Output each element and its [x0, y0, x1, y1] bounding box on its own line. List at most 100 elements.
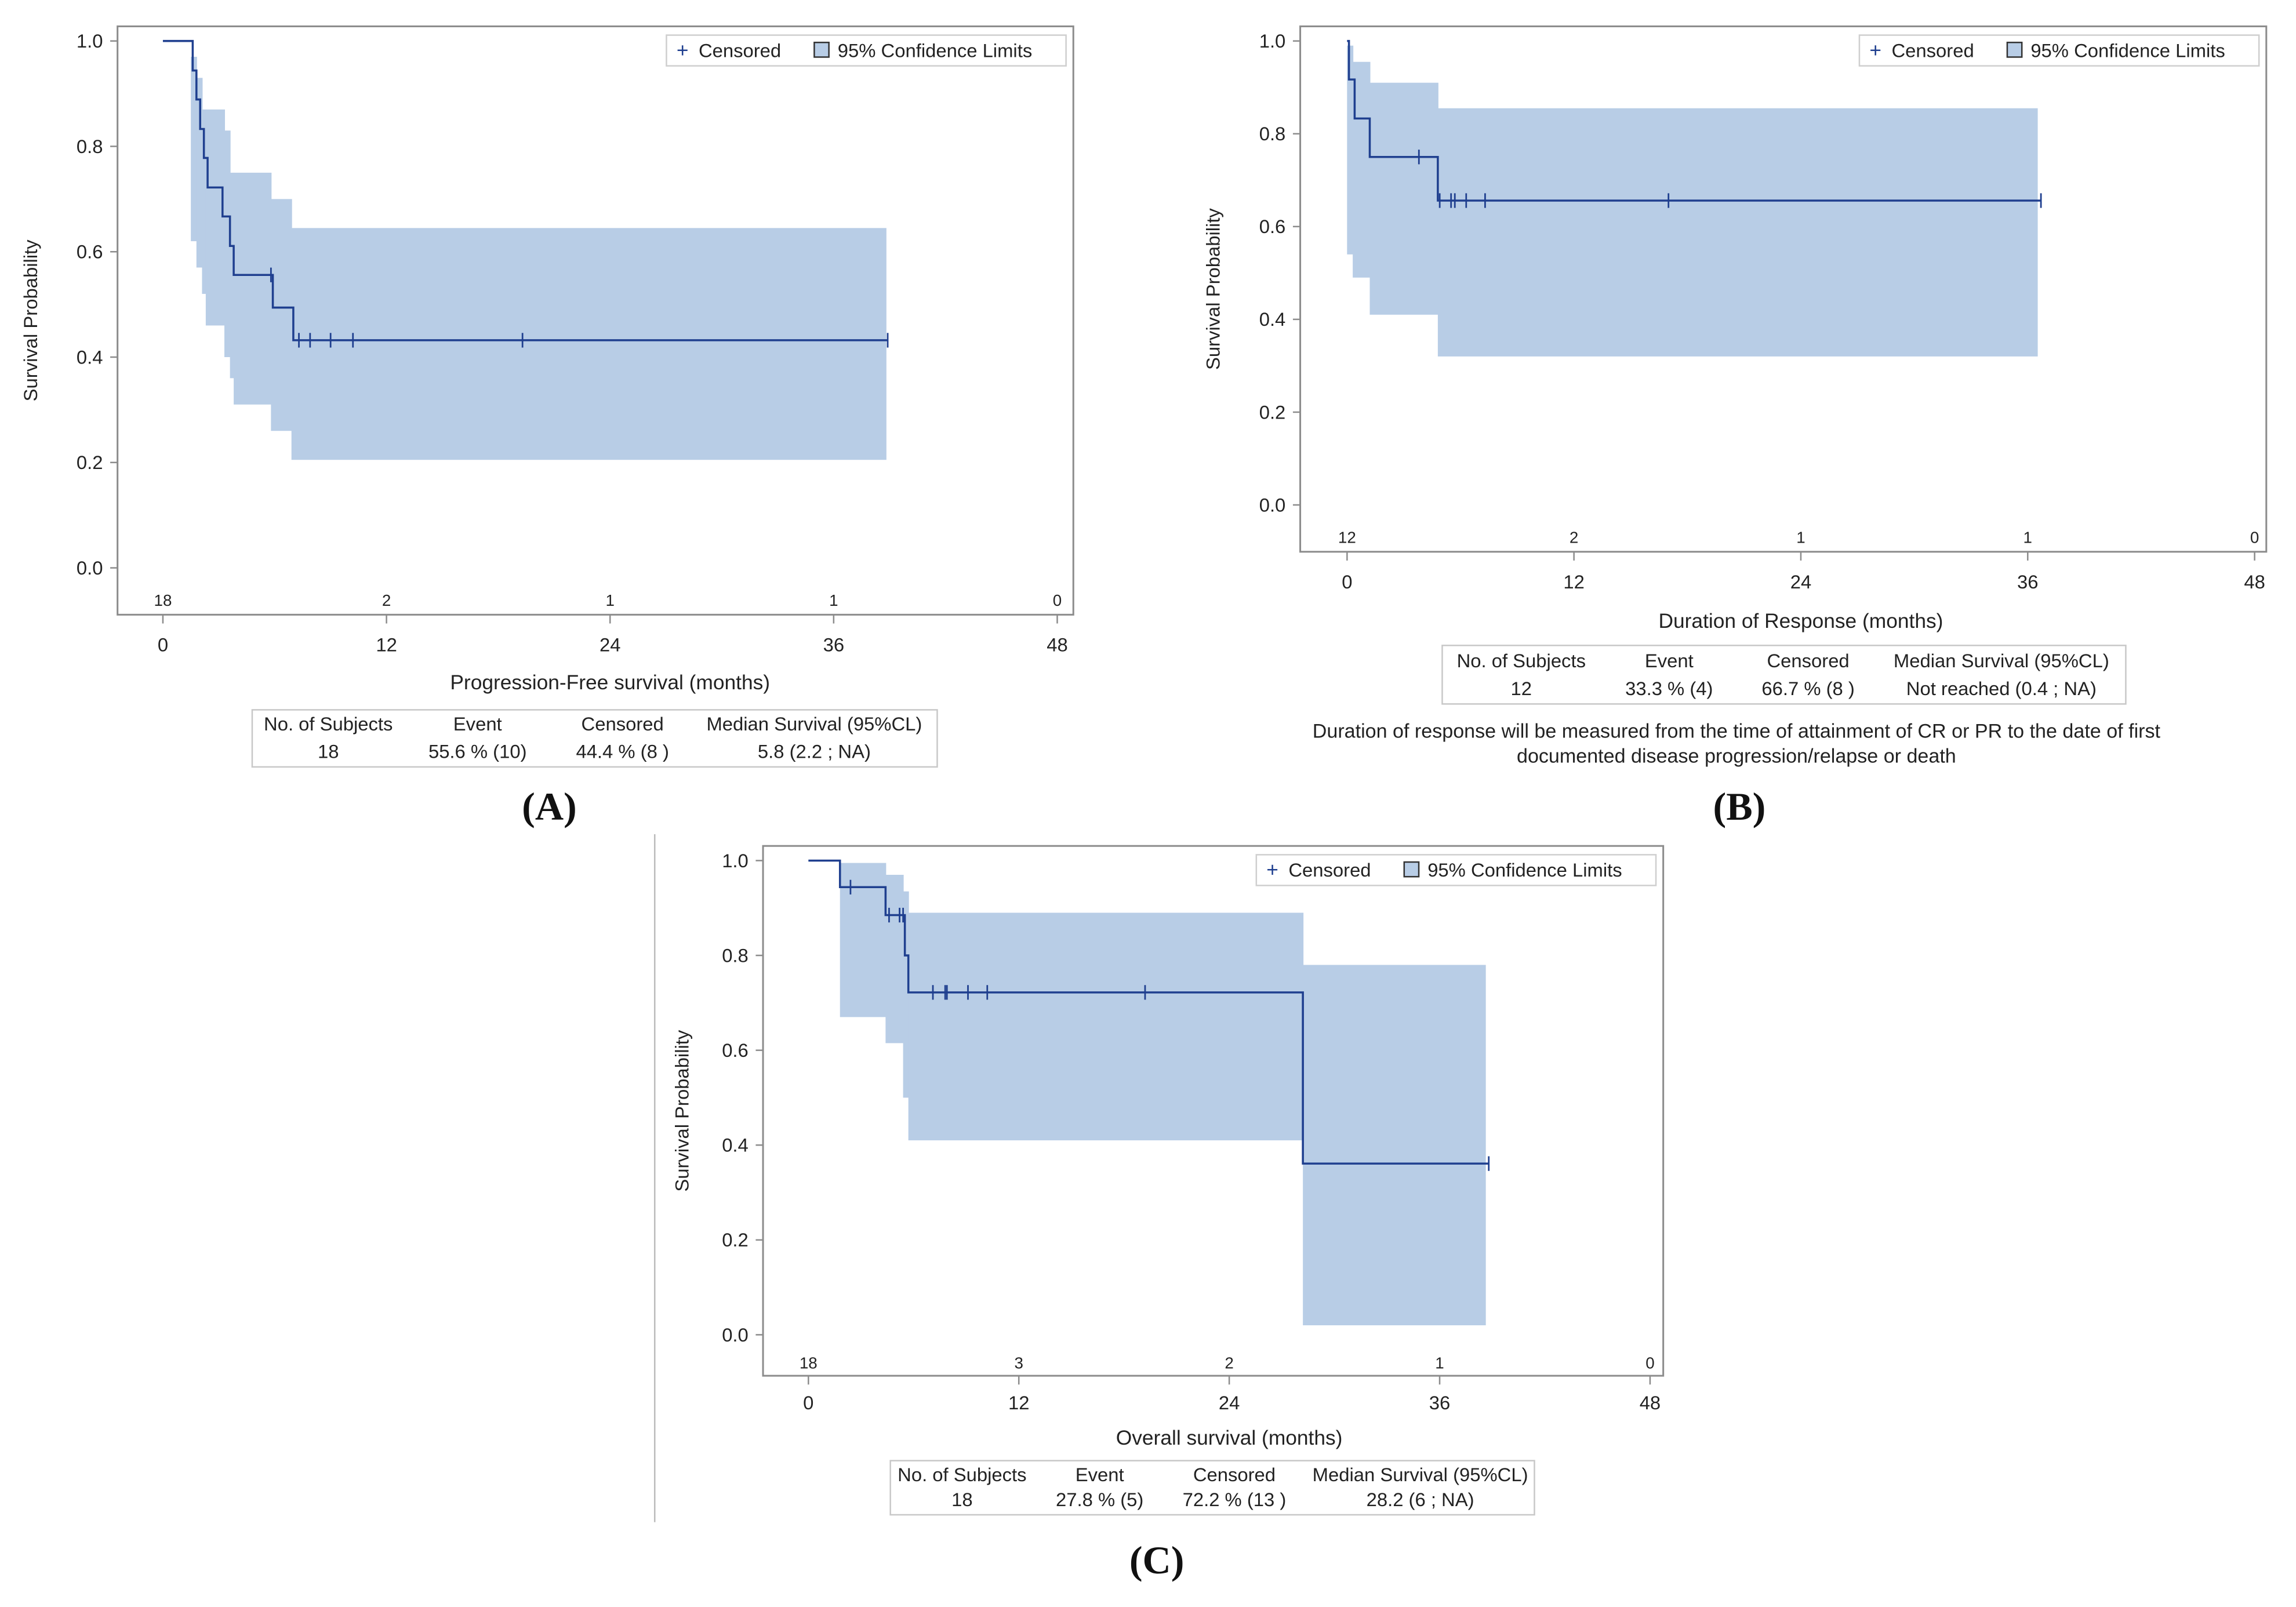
legend-ci-label: 95% Confidence Limits	[1427, 859, 1622, 881]
confidence-band-segment	[234, 172, 272, 405]
x-tick-label: 48	[1047, 634, 1067, 655]
at-risk-count: 2	[1570, 529, 1578, 547]
y-axis-title: Survival Probability	[20, 239, 41, 401]
legend: + Censored 95% Confidence Limits	[1858, 34, 2260, 67]
x-axis-title: Progression-Free survival (months)	[450, 671, 770, 694]
survival-curve	[162, 39, 888, 341]
x-tick-label: 24	[1790, 571, 1811, 592]
table-header-cell: Median Survival (95%CL)	[1313, 1464, 1528, 1485]
x-tick-label: 0	[1342, 571, 1352, 592]
confidence-band-segment	[224, 130, 231, 358]
table-header-cell: Event	[1076, 1464, 1124, 1485]
legend-censored-label: Censored	[1891, 39, 1974, 61]
censored-plus-icon: +	[1869, 39, 1881, 61]
x-tick-label: 12	[1008, 1392, 1029, 1413]
at-risk-count: 0	[1053, 591, 1062, 609]
y-tick-label: 0.8	[722, 944, 749, 966]
confidence-band-segment	[1437, 108, 2038, 357]
legend-censored-label: Censored	[1288, 859, 1371, 881]
censored-plus-icon: +	[677, 39, 689, 61]
table-value-cell: 44.4 % (8 )	[576, 741, 669, 762]
confidence-band-segment	[903, 891, 909, 1098]
chart-panel-a: 0.0 0.2 0.4 0.6 0.8 1.0 0 12 24 36 48 18 2 1 1 0 Progres…	[20, 25, 1074, 828]
y-tick-label: 0.6	[722, 1039, 749, 1061]
x-tick-label: 0	[803, 1392, 813, 1413]
at-risk-count: 1	[1796, 529, 1805, 547]
y-tick-label: 0.2	[1259, 401, 1286, 423]
x-tick-label: 48	[1640, 1392, 1661, 1413]
y-tick-label: 0.6	[77, 241, 103, 263]
confidence-band-segment	[1347, 45, 1354, 254]
table-value-cell: 18	[951, 1489, 972, 1510]
legend-censored-label: Censored	[699, 39, 781, 61]
table-value-cell: 55.6 % (10)	[428, 741, 527, 762]
x-axis-title: Duration of Response (months)	[1659, 610, 1943, 632]
at-risk-count: 1	[829, 591, 838, 609]
confidence-band-segment	[205, 109, 226, 326]
confidence-band-segment	[1353, 61, 1371, 278]
table-value-cell: 33.3 % (4)	[1625, 678, 1713, 699]
x-tick-label: 48	[2244, 571, 2265, 592]
x-tick-label: 0	[158, 634, 168, 655]
plot-frame	[1299, 25, 2268, 553]
plot-frame	[762, 845, 1665, 1377]
table-value-cell: 72.2 % (13 )	[1183, 1489, 1287, 1510]
summary-table: No. of Subjects Event Censored Median Survi…	[1441, 645, 2127, 705]
summary-table: No. of Subjects Event Censored Median Survi…	[889, 1460, 1535, 1516]
ci-swatch-icon	[813, 41, 830, 58]
x-tick-label: 12	[1563, 571, 1584, 592]
table-header-cell: Event	[453, 713, 502, 735]
table-value-cell: 5.8 (2.2 ; NA)	[758, 741, 871, 762]
x-tick-label: 12	[376, 634, 397, 655]
panel-label: (A)	[522, 784, 577, 828]
confidence-band-segment	[840, 863, 887, 1017]
confidence-band-segment	[271, 199, 292, 431]
confidence-band-segment	[291, 228, 887, 460]
table-header-cell: Censored	[1193, 1464, 1276, 1485]
x-tick-label: 24	[1219, 1392, 1240, 1413]
confidence-band-segment	[1369, 82, 1438, 315]
at-risk-count: 3	[1014, 1354, 1023, 1372]
survival-curve	[1347, 39, 2041, 202]
table-header-cell: Median Survival (95%CL)	[1894, 650, 2109, 671]
legend-box	[666, 34, 1067, 67]
table-header-cell: Censored	[1767, 650, 1849, 671]
y-tick-label: 0.8	[77, 136, 103, 157]
table-value-cell: 28.2 (6 ; NA)	[1367, 1489, 1474, 1510]
at-risk-count: 0	[1645, 1354, 1654, 1372]
y-tick-label: 1.0	[722, 850, 749, 871]
table-header-cell: No. of Subjects	[264, 713, 393, 735]
table-header-cell: Censored	[582, 713, 664, 735]
footnote-line: documented disease progression/relapse o…	[1517, 745, 1956, 767]
ci-swatch-icon	[2006, 41, 2023, 58]
table-value-cell: 27.8 % (5)	[1056, 1489, 1143, 1510]
y-tick-label: 0.4	[1259, 308, 1286, 330]
summary-table-border	[1441, 645, 2127, 705]
ci-swatch-icon	[1403, 861, 1420, 878]
x-tick-label: 36	[2017, 571, 2038, 592]
legend-box	[1858, 34, 2260, 67]
survival-curve	[808, 859, 1489, 1165]
x-tick-label: 36	[1429, 1392, 1450, 1413]
legend-box	[1255, 854, 1657, 886]
y-axis-title: Survival Probability	[1203, 208, 1224, 370]
y-tick-label: 0.0	[1259, 494, 1286, 515]
y-tick-label: 1.0	[1259, 30, 1286, 52]
confidence-band-segment	[230, 172, 235, 379]
y-tick-label: 0.4	[77, 346, 103, 368]
y-tick-label: 0.0	[722, 1324, 749, 1346]
legend: + Censored 95% Confidence Limits	[1255, 854, 1657, 886]
legend: + Censored 95% Confidence Limits	[666, 34, 1067, 67]
table-value-cell: 12	[1511, 678, 1532, 699]
table-value-cell: Not reached (0.4 ; NA)	[1906, 678, 2097, 699]
panel-label: (B)	[1713, 784, 1766, 828]
at-risk-count: 18	[800, 1354, 818, 1372]
summary-table-border	[889, 1460, 1535, 1516]
confidence-band-segment	[191, 56, 197, 242]
table-header-cell: No. of Subjects	[898, 1464, 1026, 1485]
legend-ci-label: 95% Confidence Limits	[838, 39, 1032, 61]
at-risk-count: 18	[154, 591, 172, 609]
chart-panel-b: 0.0 0.2 0.4 0.6 0.8 1.0 0 12 24 36 48 12 2 1 1 0 Duratio…	[1203, 25, 2268, 828]
y-tick-label: 0.4	[722, 1135, 749, 1156]
